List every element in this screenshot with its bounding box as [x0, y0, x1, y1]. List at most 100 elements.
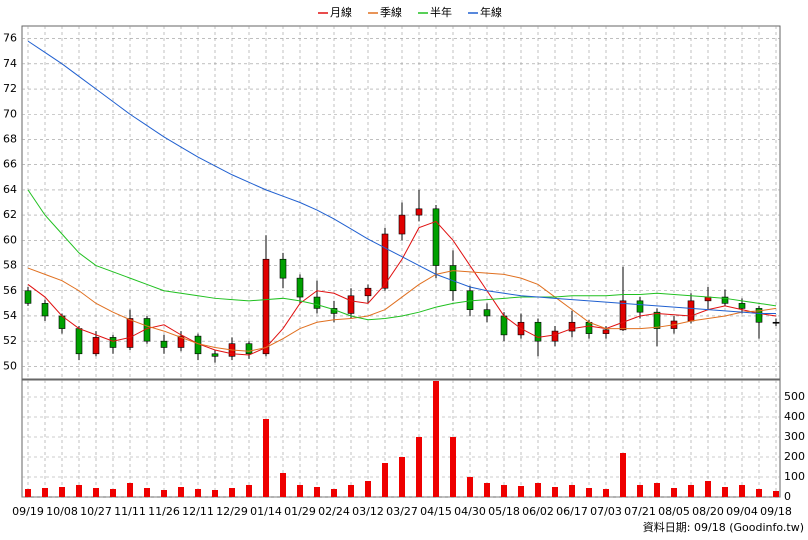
volume-bar: [671, 488, 677, 497]
y-tick-label: 68: [3, 132, 17, 145]
y-tick-label: 76: [3, 32, 17, 45]
candle-body: [160, 340, 168, 348]
candle-body: [313, 296, 321, 309]
y-tick-label: 74: [3, 57, 17, 70]
candle-body: [432, 208, 440, 266]
volume-bar: [161, 490, 167, 497]
candle-body: [534, 321, 542, 342]
y-tick-label: 50: [3, 359, 17, 372]
volume-bar: [382, 463, 388, 497]
ma-line: [27, 189, 777, 321]
candle-body: [109, 337, 117, 348]
x-tick-label: 09/19: [12, 505, 44, 518]
x-tick-label: 10/08: [46, 505, 78, 518]
candle-body: [721, 296, 729, 304]
y-tick-label: 58: [3, 259, 17, 272]
candle-body: [415, 208, 423, 216]
volume-bar: [688, 485, 694, 497]
ma-line: [27, 220, 777, 356]
volume-bar: [263, 419, 269, 497]
y-tick-label: 60: [3, 233, 17, 246]
candle-body: [75, 328, 83, 355]
y-tick-label: 52: [3, 334, 17, 347]
volume-bar: [314, 487, 320, 497]
volume-bar: [348, 485, 354, 497]
volume-bar: [110, 489, 116, 497]
volume-bar: [705, 481, 711, 497]
y-tick-label: 66: [3, 158, 17, 171]
volume-bar: [433, 381, 439, 497]
volume-bar: [76, 485, 82, 497]
volume-bar: [484, 483, 490, 497]
x-tick-label: 12/11: [182, 505, 214, 518]
candle-body: [568, 321, 576, 332]
x-tick-label: 04/15: [420, 505, 452, 518]
candle-body: [449, 265, 457, 292]
x-tick-label: 01/14: [250, 505, 282, 518]
y2-tick-label: 200: [784, 450, 805, 463]
y2-tick-label: 300: [784, 430, 805, 443]
volume-bar: [739, 485, 745, 497]
legend-label: 年線: [480, 5, 502, 19]
candle-body: [653, 311, 661, 329]
volume-bar: [756, 489, 762, 497]
volume-bar: [416, 437, 422, 497]
candle-body: [177, 335, 185, 348]
candle-body: [262, 258, 270, 355]
candle-body: [211, 353, 219, 357]
x-tick-label: 08/20: [692, 505, 724, 518]
x-tick-label: 11/11: [114, 505, 146, 518]
volume-bar: [246, 485, 252, 497]
volume-bar: [467, 477, 473, 497]
volume-bar: [773, 491, 779, 497]
x-tick-label: 11/26: [148, 505, 180, 518]
x-tick-label: 01/29: [284, 505, 316, 518]
volume-bar: [280, 473, 286, 497]
candle-body: [245, 343, 253, 355]
x-tick-label: 06/02: [522, 505, 554, 518]
candle-body: [619, 300, 627, 331]
y2-tick-label: 100: [784, 470, 805, 483]
candle-body: [738, 303, 746, 309]
volume-bar: [620, 453, 626, 497]
candle-body: [126, 318, 134, 348]
candle-body: [364, 287, 372, 297]
x-tick-label: 05/18: [488, 505, 520, 518]
volume-bar: [569, 485, 575, 497]
candle-body: [92, 337, 100, 355]
volume-bar: [654, 483, 660, 497]
x-tick-label: 09/18: [760, 505, 792, 518]
volume-bar: [127, 483, 133, 497]
volume-bar: [552, 487, 558, 497]
x-tick-label: 12/29: [216, 505, 248, 518]
x-tick-label: 07/03: [590, 505, 622, 518]
x-tick-label: 03/12: [352, 505, 384, 518]
volume-bar: [603, 489, 609, 497]
volume-bar: [93, 488, 99, 497]
candle-body: [551, 330, 559, 342]
volume-bar: [501, 485, 507, 497]
ma-line: [27, 40, 776, 314]
y-tick-label: 72: [3, 82, 17, 95]
candle-body: [772, 321, 780, 324]
x-tick-label: 09/04: [726, 505, 758, 518]
volume-bar: [229, 488, 235, 497]
ma-line: [27, 267, 777, 352]
volume-bar: [450, 437, 456, 497]
volume-bar: [42, 488, 48, 497]
volume-bar: [297, 485, 303, 497]
volume-bar: [535, 483, 541, 497]
legend-label: 月線: [330, 5, 352, 19]
candle-body: [602, 329, 610, 334]
volume-bar: [637, 485, 643, 497]
candle-body: [24, 290, 32, 304]
candle-body: [296, 277, 304, 298]
y2-tick-label: 400: [784, 410, 805, 423]
candle-body: [381, 233, 389, 289]
y-tick-label: 54: [3, 309, 17, 322]
volume-bar: [399, 457, 405, 497]
y2-tick-label: 500: [784, 390, 805, 403]
volume-bar: [586, 488, 592, 497]
y-tick-label: 56: [3, 284, 17, 297]
